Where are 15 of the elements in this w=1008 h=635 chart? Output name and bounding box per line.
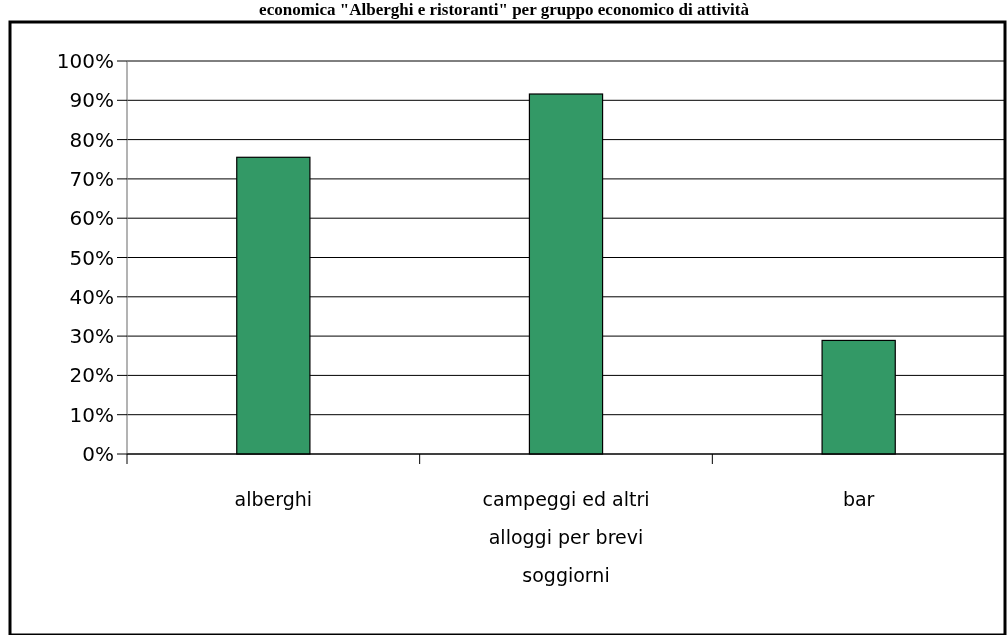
y-tick-label: 10%: [69, 402, 114, 427]
y-tick-label: 30%: [69, 324, 114, 349]
y-tick-label: 0%: [82, 442, 114, 466]
y-tick-label: 90%: [69, 88, 114, 113]
y-tick-label: 100%: [56, 49, 114, 73]
x-tick-label: bar: [842, 488, 875, 510]
y-tick-label: 40%: [69, 284, 114, 309]
x-tick-label: campeggi ed altri alloggi per brevi soggiorni: [482, 488, 650, 586]
y-tick-label: 60%: [69, 206, 114, 231]
x-tick-label: alberghi: [234, 488, 313, 510]
chart-title: economica "Alberghi e ristoranti" per gruppo economico di attività: [259, 0, 750, 19]
y-tick-label: 20%: [69, 363, 114, 388]
y-tick-label: 70%: [69, 166, 114, 191]
y-tick-label: 80%: [69, 127, 114, 152]
y-tick-label: 50%: [69, 245, 114, 270]
